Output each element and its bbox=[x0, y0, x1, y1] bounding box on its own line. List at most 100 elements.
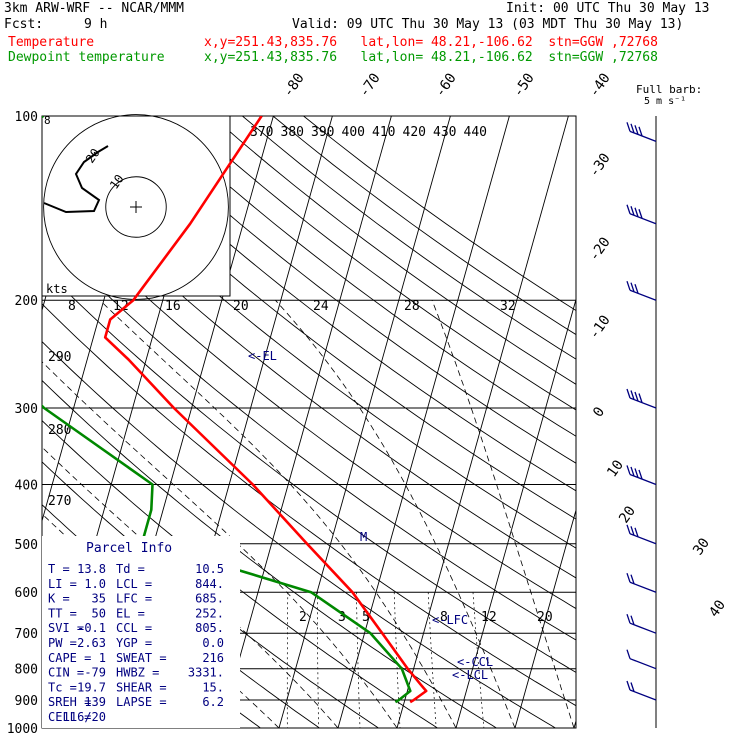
parcel-key-1: SVI = bbox=[48, 621, 84, 635]
wind-barb-flag bbox=[630, 682, 635, 692]
isotherm-label--50: -50 bbox=[510, 70, 538, 100]
parcel-val-2: 216 bbox=[202, 651, 224, 665]
theta-label-440: 440 bbox=[464, 125, 487, 140]
hodo-speed-label-32: 32 bbox=[500, 299, 516, 314]
moist-adiabat-line bbox=[275, 299, 516, 728]
pressure-label-500: 500 bbox=[15, 538, 38, 553]
hodo-speed-label-28: 28 bbox=[404, 299, 420, 314]
isotherm-label--80: -80 bbox=[280, 70, 308, 100]
parcel-val-1: 116/20 bbox=[63, 710, 106, 724]
full-barb-unit: 5 m s⁻¹ bbox=[644, 96, 686, 107]
hodograph-ring-label-10: 10 bbox=[107, 172, 127, 192]
dry-adiabat-line bbox=[42, 303, 576, 707]
mixing-ratio-line bbox=[356, 592, 361, 728]
wind-barb-staff bbox=[629, 533, 657, 545]
mixing-ratio-line bbox=[427, 592, 437, 728]
isotherm-label--60: -60 bbox=[432, 70, 460, 100]
theta-side-label-280: 280 bbox=[48, 423, 71, 438]
isotherm-line bbox=[396, 116, 569, 728]
wind-barb-staff bbox=[629, 473, 657, 486]
sounding-traces bbox=[42, 116, 428, 704]
dry-adiabat-line bbox=[42, 230, 576, 641]
wind-barb-flag bbox=[630, 206, 635, 216]
pressure-label-100: 100 bbox=[15, 110, 38, 125]
wind-barb-staff bbox=[629, 213, 657, 225]
isotherm-label--10: -10 bbox=[586, 312, 614, 342]
wind-barb-flag bbox=[634, 284, 639, 294]
isotherm-label-40: 40 bbox=[706, 597, 729, 620]
wind-barb-flag bbox=[638, 126, 643, 137]
wind-barb-flag bbox=[626, 388, 631, 399]
parcel-key-1: LI = bbox=[48, 577, 77, 591]
isotherm-line bbox=[573, 719, 576, 728]
theta-side-label-290: 290 bbox=[48, 350, 71, 365]
dry-adiabat-line bbox=[119, 116, 576, 464]
parcel-val-1: 13.8 bbox=[77, 562, 106, 576]
parcel-val-2: 685. bbox=[195, 592, 224, 606]
parcel-key-1: Tc = bbox=[48, 680, 77, 694]
hodograph-ring-10 bbox=[105, 176, 167, 238]
isotherm-label--20: -20 bbox=[586, 234, 614, 264]
parcel-key-2: LFC = bbox=[116, 592, 152, 606]
theta-label-390: 390 bbox=[311, 125, 334, 140]
parcel-key-1: CELL = bbox=[48, 710, 91, 724]
parcel-val-1: -0.1 bbox=[77, 621, 106, 635]
dry-adiabat-line bbox=[303, 116, 576, 312]
wind-barb-flag bbox=[634, 468, 639, 478]
el-label: <-EL bbox=[248, 349, 277, 363]
pressure-label-200: 200 bbox=[15, 294, 38, 309]
mixing-ratio-line bbox=[316, 592, 319, 728]
parcel-key-1: K = bbox=[48, 592, 70, 606]
dry-adiabat-line bbox=[150, 116, 576, 437]
dewpoint-trace bbox=[42, 116, 412, 704]
hodo-speed-label-20: 20 bbox=[233, 299, 249, 314]
mixing-label-20: 20 bbox=[537, 610, 553, 625]
theta-label-430: 430 bbox=[433, 125, 456, 140]
parcel-key-2: SWEAT = bbox=[116, 651, 167, 665]
lfc-label: <-LFC bbox=[432, 613, 468, 627]
wind-barb-flag bbox=[626, 122, 631, 132]
theta-label-400: 400 bbox=[342, 125, 365, 140]
dry-adiabat-line bbox=[181, 116, 576, 411]
lcl-label: <-LCL bbox=[452, 668, 488, 682]
wind-barb-flag bbox=[626, 524, 631, 534]
hodograph-kts-label: kts bbox=[46, 282, 68, 296]
dry-adiabat-line bbox=[42, 196, 576, 610]
wind-barb-flag bbox=[630, 282, 635, 292]
parcel-key-2: YGP = bbox=[116, 636, 152, 650]
mixing-ratio-line bbox=[393, 592, 401, 728]
parcel-key-2: EL = bbox=[116, 606, 145, 620]
hodo-speed-label-8: 8 bbox=[68, 299, 76, 314]
parcel-val-1: 2.63 bbox=[77, 636, 106, 650]
wind-barb-flag bbox=[626, 613, 631, 624]
mixing-label-5: 5 bbox=[362, 610, 370, 625]
temperature-line-label: Temperature bbox=[8, 35, 95, 50]
isotherm-line bbox=[633, 116, 740, 728]
parcel-key-1: CIN = bbox=[48, 666, 84, 680]
dewpoint-line-label: Dewpoint temperature bbox=[8, 50, 165, 65]
parcel-val-2: 252. bbox=[195, 606, 224, 620]
forecast-hours: 9 h bbox=[84, 17, 108, 32]
wind-barb-staff bbox=[629, 130, 657, 142]
mixing-label-12: 12 bbox=[481, 610, 497, 625]
hodo-speed-label-16: 16 bbox=[165, 299, 181, 314]
isotherm-line bbox=[455, 297, 576, 728]
init-time: Init: 00 UTC Thu 30 May 13 bbox=[506, 1, 710, 16]
wind-barb-flag bbox=[626, 465, 631, 475]
dry-adiabat-line bbox=[89, 116, 576, 492]
moist-adiabat-line bbox=[99, 299, 457, 728]
wind-barb-staff bbox=[629, 689, 657, 701]
parcel-key-2: LAPSE = bbox=[116, 695, 167, 709]
parcel-key-2: CCL = bbox=[116, 621, 152, 635]
mixing-ratio-line bbox=[286, 592, 289, 728]
wind-barb-flag bbox=[630, 574, 635, 584]
wind-barb-flag bbox=[638, 209, 643, 219]
isotherm-label--40: -40 bbox=[586, 70, 614, 100]
parcel-val-2: 0.0 bbox=[202, 636, 224, 650]
wind-barb-flag bbox=[630, 615, 635, 625]
wind-barb-flag bbox=[634, 527, 639, 537]
dewpoint-line-location: x,y=251.43,835.76 lat,lon= 48.21,-106.62… bbox=[204, 50, 658, 65]
pressure-label-400: 400 bbox=[15, 478, 38, 493]
